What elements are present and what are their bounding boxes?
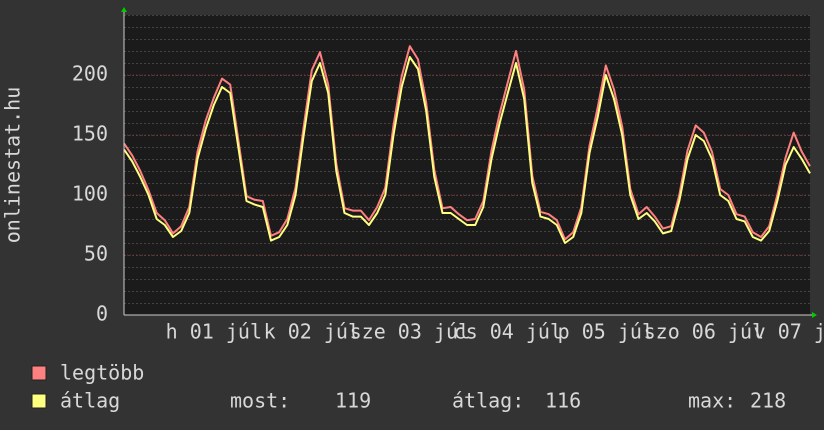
series-line xyxy=(123,56,811,244)
x-tick-label: v 07 júl xyxy=(754,320,824,344)
legend-label: legtöbb xyxy=(60,361,144,385)
legend-swatch xyxy=(31,365,47,381)
legend-label: átlag xyxy=(60,389,120,413)
minor-grid xyxy=(124,15,810,315)
stat-value: 116 xyxy=(545,389,581,413)
y-tick-label: 150 xyxy=(72,122,108,146)
x-tick-label: sze 03 júl xyxy=(350,320,470,344)
stat-value: 218 xyxy=(750,389,786,413)
stat-label: max: xyxy=(688,389,736,413)
series-line xyxy=(123,45,811,241)
legend-swatch xyxy=(31,393,47,409)
x-arrow xyxy=(812,312,817,318)
x-tick-label: szo 06 júl xyxy=(644,320,764,344)
y-tick-label: 100 xyxy=(72,182,108,206)
y-tick-label: 200 xyxy=(72,62,108,86)
x-tick-label: k 02 júl xyxy=(264,320,360,344)
x-tick-label: cs 04 júl xyxy=(454,320,562,344)
y-axis-label: onlinestat.hu xyxy=(1,87,25,244)
y-tick-label: 0 xyxy=(96,302,108,326)
stat-value: 119 xyxy=(335,389,371,413)
x-tick-label: h 01 júl xyxy=(166,320,262,344)
stat-label: most: xyxy=(230,389,290,413)
y-arrow xyxy=(121,7,127,12)
x-tick-label: p 05 júl xyxy=(558,320,654,344)
y-tick-label: 50 xyxy=(84,242,108,266)
stat-label: átlag: xyxy=(452,389,524,413)
